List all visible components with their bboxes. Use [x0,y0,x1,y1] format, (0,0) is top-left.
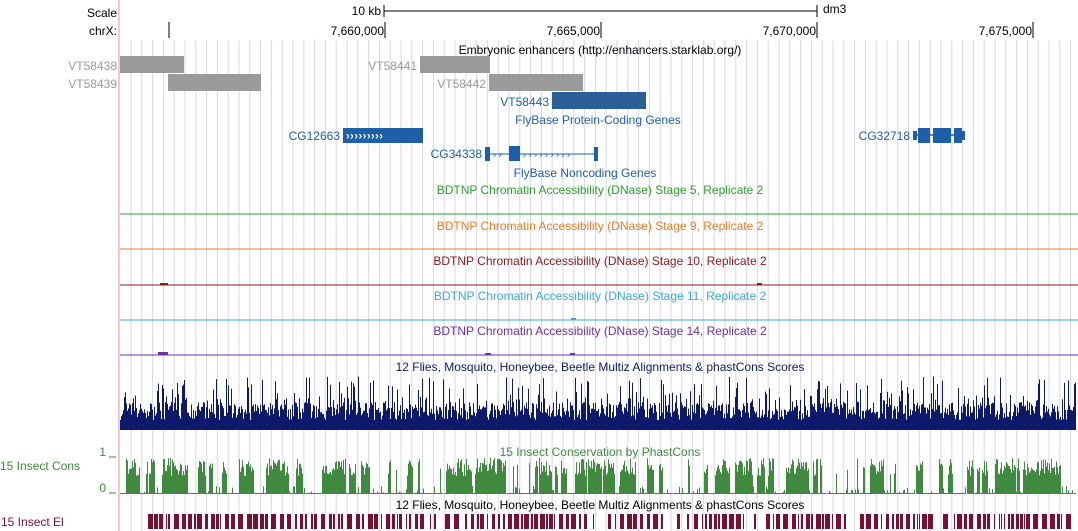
gene-cg32718[interactable] [913,128,965,143]
enhancer-feature[interactable] [489,74,583,91]
svg-text:› › › › › › › › ›: › › › › › › › › › [523,150,570,160]
dnase-peak [571,318,576,320]
ruler-position-4: 7,675,000 [979,24,1033,38]
dnase-peak [485,353,491,355]
svg-text:› ›: › › [493,150,502,160]
dnase-peak [158,352,168,355]
phastcons-wiggle [120,458,1076,494]
multiz-conservation-wiggle [120,376,1076,430]
enhancer-label: VT58438 [68,59,117,73]
enhancer-label: VT58439 [68,77,117,91]
gene-label: CG32718 [859,129,911,143]
gene-label: CG12663 [289,129,341,143]
dnase-track-title: BDTNP Chromatin Accessibility (DNase) St… [434,289,767,303]
phastcons-axis-min: 0 [99,481,106,495]
chromosome-label: chrX: [89,24,117,38]
dnase-track-title: BDTNP Chromatin Accessibility (DNase) St… [437,183,764,197]
noncoding-genes-track[interactable]: CG34338 › › › › › › › › › › › FlyBase No… [431,146,657,180]
gene-label: CG34338 [431,147,483,161]
protein-genes-track-title: FlyBase Protein-Coding Genes [515,113,680,127]
enhancer-feature[interactable] [420,56,490,73]
dnase-track-title: BDTNP Chromatin Accessibility (DNase) St… [433,254,767,268]
dnase-track-stage-9[interactable]: BDTNP Chromatin Accessibility (DNase) St… [120,219,1078,250]
elements-track-title: 12 Flies, Mosquito, Honeybee, Beetle Mul… [396,498,805,512]
multiz-track-title: 12 Flies, Mosquito, Honeybee, Beetle Mul… [396,360,805,374]
dnase-peak [160,283,168,285]
dnase-peak [570,353,575,355]
enhancer-feature[interactable] [168,74,261,91]
ruler-position-2: 7,665,000 [547,24,601,38]
elements-side-label: 15 Insect El [1,515,64,529]
enhancers-track-title: Embryonic enhancers (http://enhancers.st… [459,43,742,57]
enhancer-label: VT58441 [368,59,417,73]
ruler-position-3: 7,670,000 [763,24,817,38]
dnase-track-stage-10[interactable]: BDTNP Chromatin Accessibility (DNase) St… [120,254,1078,286]
scale-bar-label: 10 kb [352,4,382,18]
gene-cg34338[interactable]: › › › › › › › › › › › [485,146,598,161]
conserved-elements-track[interactable]: 12 Flies, Mosquito, Honeybee, Beetle Mul… [1,498,1071,529]
ruler-position-1: 7,660,000 [331,24,385,38]
gene-cg12663[interactable] [343,128,423,143]
protein-coding-genes-track[interactable]: FlyBase Protein-Coding Genes CG12663 ›››… [289,113,965,143]
scale-label: Scale [87,6,117,20]
ruler-track[interactable]: Scale 10 kb dm3 chrX: 7,660,000 7,665,00… [87,2,1034,38]
noncoding-genes-track-title: FlyBase Noncoding Genes [514,166,657,180]
dnase-track-title: BDTNP Chromatin Accessibility (DNase) St… [437,219,764,233]
dnase-track-stage-14[interactable]: BDTNP Chromatin Accessibility (DNase) St… [120,324,1078,356]
phastcons-track-title: 15 Insect Conservation by PhastCons [500,445,701,459]
enhancer-feature[interactable] [120,56,184,73]
dnase-peak [757,283,762,285]
phastcons-axis-max: 1 [99,445,106,459]
strand-arrows: ››››››››› [346,131,383,143]
conserved-elements-features [148,514,1071,529]
dnase-track-stage-5[interactable]: BDTNP Chromatin Accessibility (DNase) St… [120,183,1078,215]
enhancer-feature[interactable] [552,92,646,109]
enhancers-track[interactable]: Embryonic enhancers (http://enhancers.st… [68,43,741,109]
enhancer-label: VT58442 [437,77,486,91]
phastcons-side-label: 15 Insect Cons [0,459,80,473]
dnase-track-title: BDTNP Chromatin Accessibility (DNase) St… [433,324,767,338]
assembly-label: dm3 [823,2,847,16]
dnase-track-stage-11[interactable]: BDTNP Chromatin Accessibility (DNase) St… [120,289,1078,321]
phastcons-track[interactable]: 15 Insect Conservation by PhastCons 1 0 … [0,445,1076,495]
multiz-track[interactable]: 12 Flies, Mosquito, Honeybee, Beetle Mul… [120,360,1076,430]
enhancer-label: VT58443 [500,95,549,109]
